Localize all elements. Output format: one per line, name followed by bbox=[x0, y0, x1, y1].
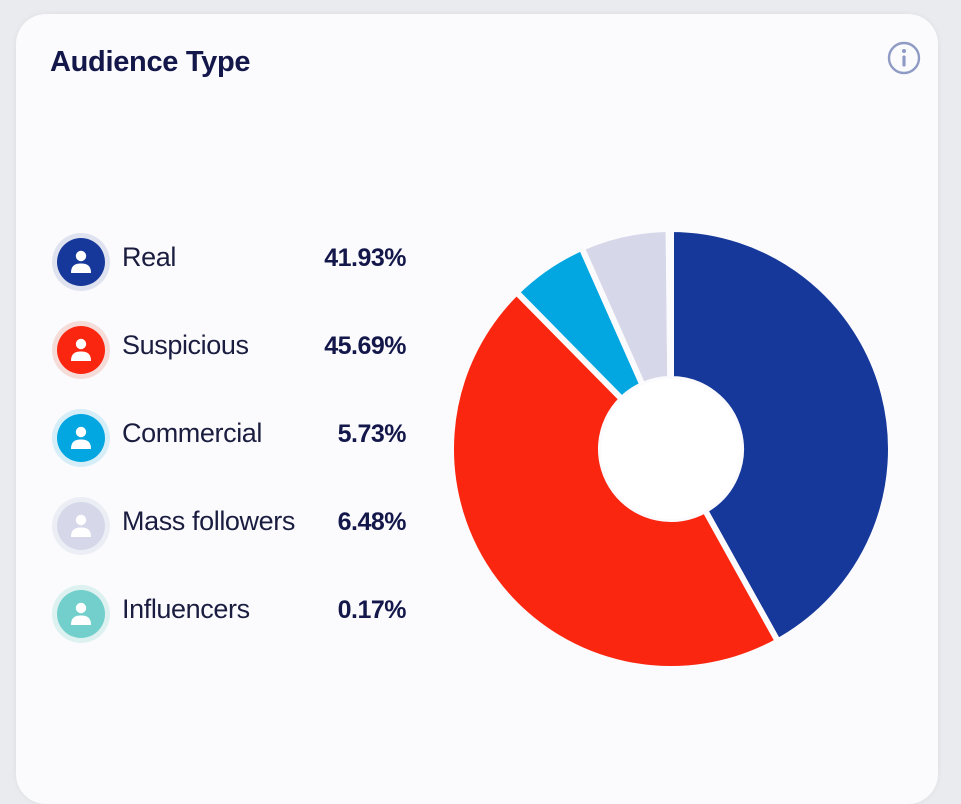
donut-hole bbox=[601, 379, 741, 519]
legend-dot-fill bbox=[57, 502, 105, 550]
legend-item: Commercial 5.73% bbox=[52, 406, 412, 494]
legend-dot-fill bbox=[57, 326, 105, 374]
legend-dot-fill bbox=[57, 590, 105, 638]
legend-label: Commercial bbox=[122, 418, 263, 448]
legend-dot bbox=[52, 321, 110, 379]
person-icon bbox=[71, 250, 91, 273]
legend-item: Suspicious 45.69% bbox=[52, 318, 412, 406]
legend-dot-fill bbox=[57, 414, 105, 462]
legend-dot bbox=[52, 585, 110, 643]
legend-value: 6.48% bbox=[337, 508, 407, 536]
pie-slice-influencers[interactable] bbox=[665, 226, 674, 383]
legend-dot-fill bbox=[57, 238, 105, 286]
legend-label: Mass followers bbox=[122, 506, 295, 536]
legend-value: 0.17% bbox=[337, 596, 407, 624]
legend-value: 5.73% bbox=[337, 420, 407, 448]
legend-label: Influencers bbox=[122, 594, 250, 624]
legend-item: Real 41.93% bbox=[52, 230, 412, 318]
legend-item: Influencers 0.17% bbox=[52, 582, 412, 670]
legend-value: 41.93% bbox=[324, 244, 406, 272]
chart-legend: Real 41.93% Suspicious 45.69% Commercial 5.73… bbox=[52, 230, 412, 670]
info-icon[interactable] bbox=[886, 40, 922, 76]
legend-dot bbox=[52, 497, 110, 555]
legend-item: Mass followers 6.48% bbox=[52, 494, 412, 582]
person-icon bbox=[71, 514, 91, 537]
person-icon bbox=[71, 602, 91, 625]
audience-type-card: Audience Type Real 41.93% Suspicious 45.69%… bbox=[16, 14, 938, 804]
person-icon bbox=[71, 338, 91, 361]
card-title: Audience Type bbox=[50, 46, 251, 78]
pie-slices bbox=[448, 226, 894, 672]
legend-dot bbox=[52, 409, 110, 467]
legend-label: Suspicious bbox=[122, 330, 249, 360]
legend-label: Real bbox=[122, 242, 176, 272]
person-icon bbox=[71, 426, 91, 449]
audience-pie-chart bbox=[448, 226, 894, 672]
legend-value: 45.69% bbox=[324, 332, 406, 360]
legend-dot bbox=[52, 233, 110, 291]
